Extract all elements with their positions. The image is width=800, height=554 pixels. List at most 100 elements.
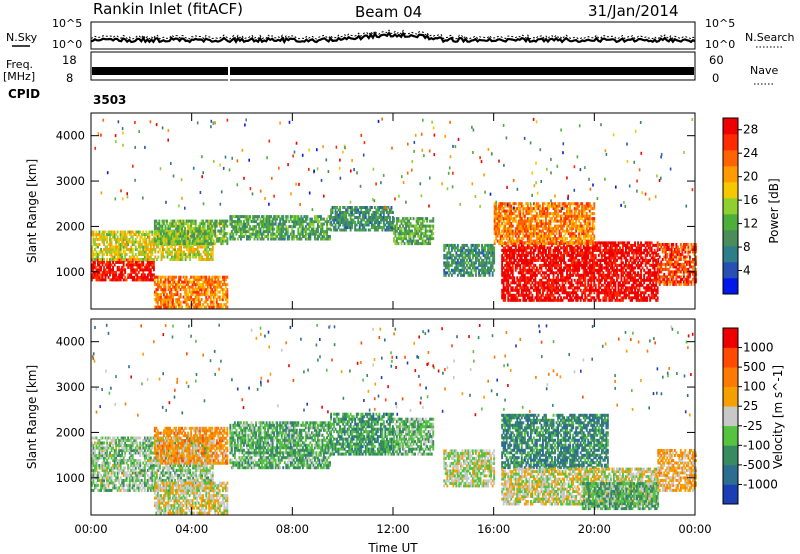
heatmap-cell	[320, 232, 322, 236]
heatmap-cell	[638, 281, 641, 285]
heatmap-cell	[212, 280, 215, 284]
heatmap-cell	[283, 237, 286, 241]
heatmap-cell	[508, 261, 511, 265]
heatmap-cell	[152, 278, 155, 282]
heatmap-cell	[100, 275, 102, 279]
heatmap-cell	[420, 217, 423, 221]
heatmap-cell	[184, 245, 187, 249]
heatmap-cell	[285, 227, 288, 231]
heatmap-cell	[258, 222, 260, 226]
heatmap-cell	[653, 243, 656, 247]
heatmap-cell	[537, 281, 540, 285]
heatmap-cell	[169, 242, 171, 246]
heatmap-cell	[600, 273, 603, 277]
heatmap-cell	[572, 263, 575, 267]
heatmap-cell	[611, 261, 614, 265]
heatmap-cell	[427, 242, 430, 246]
heatmap-cell	[342, 216, 345, 219]
heatmap-cell	[197, 293, 200, 297]
heatmap-cell	[582, 271, 585, 275]
heatmap-cell	[638, 248, 641, 252]
heatmap-cell	[596, 243, 599, 247]
heatmap-cell	[635, 263, 638, 267]
heatmap-cell	[109, 260, 111, 264]
heatmap-cell	[139, 248, 142, 251]
heatmap-cell	[575, 253, 578, 257]
heatmap-cell	[590, 298, 593, 302]
heatmap-cell	[608, 293, 611, 297]
heatmap-cell	[616, 298, 618, 302]
heatmap-cell	[614, 258, 617, 262]
heatmap-cell	[137, 260, 140, 264]
heatmap-cell	[532, 288, 535, 292]
heatmap-cell	[334, 213, 337, 217]
heatmap-cell	[178, 245, 181, 249]
heatmap-cell	[288, 235, 291, 238]
heatmap-cell	[178, 285, 180, 289]
heatmap-cell	[479, 263, 482, 267]
heatmap-cell	[118, 253, 121, 256]
heatmap-cell	[581, 276, 584, 280]
heatmap-cell	[179, 239, 182, 243]
heatmap-cell	[358, 221, 361, 224]
heatmap-cell	[418, 217, 421, 221]
heatmap-cell	[564, 246, 567, 250]
heatmap-cell	[591, 273, 594, 277]
heatmap-cell	[176, 237, 179, 241]
heatmap-cell	[564, 251, 567, 255]
heatmap-cell	[484, 273, 486, 277]
heatmap-cell	[194, 285, 197, 289]
heatmap-cell	[170, 300, 173, 304]
heatmap-cell	[626, 276, 629, 280]
heatmap-cell	[539, 271, 541, 275]
heatmap-cell	[563, 253, 565, 257]
heatmap-cell	[443, 253, 446, 257]
heatmap-cell	[158, 298, 161, 302]
heatmap-cell	[632, 243, 635, 247]
heatmap-cell	[384, 208, 387, 212]
heatmap-cell	[148, 273, 151, 277]
heatmap-cell	[191, 232, 194, 236]
heatmap-cell	[629, 246, 632, 250]
heatmap-cell	[270, 227, 273, 231]
heatmap-cell	[605, 261, 608, 265]
heatmap-cell	[585, 256, 588, 260]
heatmap-cell	[215, 237, 218, 241]
heatmap-cell	[467, 246, 470, 250]
heatmap-cell	[112, 258, 114, 261]
heatmap-cell	[582, 278, 585, 282]
heatmap-cell	[274, 222, 277, 226]
heatmap-cell	[98, 275, 101, 279]
heatmap-cell	[125, 278, 128, 282]
heatmap-cell	[181, 255, 184, 259]
heatmap-cell	[432, 224, 435, 228]
heatmap-cell	[175, 229, 177, 233]
heatmap-cell	[145, 248, 148, 251]
heatmap-cell	[187, 253, 190, 256]
heatmap-cell	[280, 227, 283, 231]
heatmap-cell	[306, 217, 309, 221]
heatmap-cell	[173, 293, 176, 297]
heatmap-cell	[578, 261, 581, 265]
heatmap-cell	[315, 227, 318, 231]
heatmap-cell	[549, 258, 552, 262]
heatmap-cell	[214, 229, 217, 233]
heatmap-cell	[473, 248, 476, 252]
heatmap-cell	[498, 229, 501, 233]
heatmap-cell	[160, 245, 163, 249]
heatmap-cell	[170, 303, 173, 307]
heatmap-cell	[644, 261, 647, 265]
heatmap-cell	[103, 273, 105, 277]
heatmap-cell	[576, 253, 579, 257]
heatmap-cell	[525, 281, 528, 285]
heatmap-cell	[543, 251, 546, 255]
heatmap-cell	[393, 232, 395, 236]
heatmap-cell	[585, 271, 588, 275]
heatmap-cell	[194, 305, 197, 309]
heatmap-cell	[572, 253, 575, 257]
heatmap-cell	[631, 283, 633, 287]
heatmap-cell	[522, 273, 525, 277]
heatmap-cell	[629, 278, 632, 282]
heatmap-cell	[160, 232, 162, 236]
heatmap-cell	[508, 253, 511, 257]
